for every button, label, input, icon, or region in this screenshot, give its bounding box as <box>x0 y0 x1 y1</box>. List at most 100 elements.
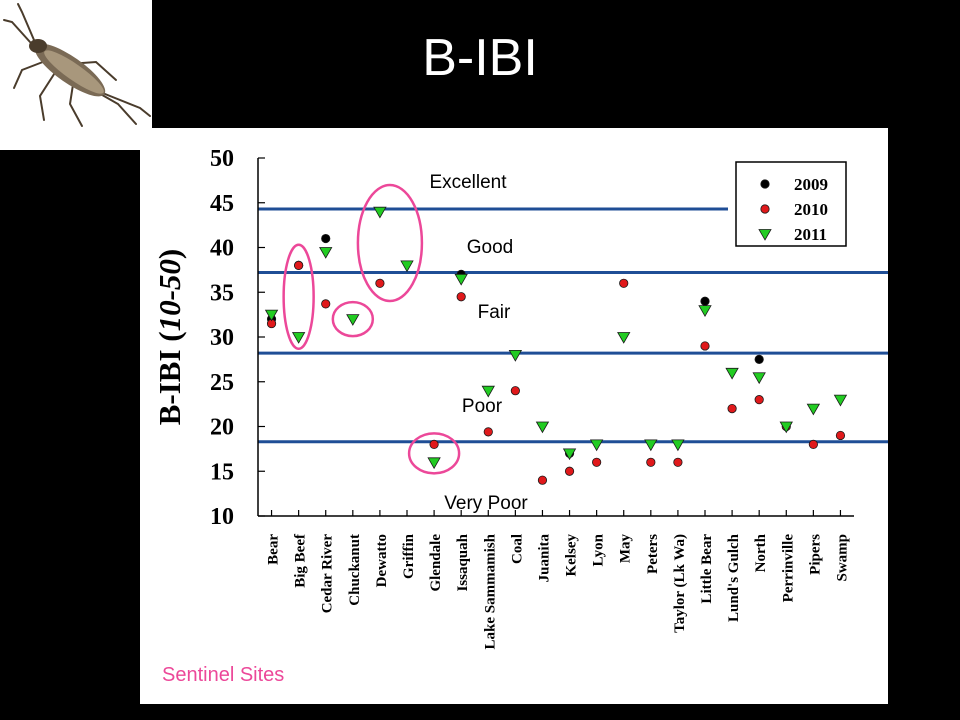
legend-label-2009: 2009 <box>794 175 828 194</box>
sentinel-sites-caption: Sentinel Sites <box>162 664 285 686</box>
x-tick-label: Little Bear <box>699 534 715 604</box>
chart-axes: 10 15 20 25 30 35 40 45 50 Bear Big Beef Cedar Rive… <box>210 146 854 649</box>
point-2010 <box>646 457 656 467</box>
chart-panel: 10 15 20 25 30 35 40 45 50 Bear Big Beef Cedar Rive… <box>140 128 888 704</box>
stonefly-photo <box>0 0 152 150</box>
y-axis-title-range: 10-50 <box>152 259 187 331</box>
point-2011 <box>319 247 333 259</box>
point-2011 <box>264 309 279 322</box>
x-tick-label: Griffin <box>401 533 417 579</box>
point-2011 <box>427 457 441 470</box>
point-2010 <box>592 457 602 467</box>
band-label: Good <box>467 237 513 258</box>
bibi-scatter-chart: 10 15 20 25 30 35 40 45 50 Bear Big Beef Cedar Rive… <box>152 146 888 649</box>
y-tick-label: 40 <box>210 236 234 262</box>
point-2011 <box>508 350 523 362</box>
point-2011 <box>644 439 658 452</box>
point-2011 <box>346 314 360 326</box>
highlight-circle-glendale <box>407 432 461 475</box>
point-2011 <box>725 367 739 380</box>
highlight-circles <box>282 183 461 475</box>
point-2010 <box>754 395 764 405</box>
x-tick-label: Juanita <box>536 534 552 583</box>
legend-label-2010: 2010 <box>794 200 828 219</box>
x-tick-label: Big Beef <box>293 533 309 588</box>
y-axis-title-close: ) <box>152 249 187 259</box>
point-2011 <box>535 421 550 434</box>
band-label: Very Poor <box>444 493 528 514</box>
highlight-circle-chuckanut <box>331 300 375 338</box>
point-2011 <box>481 385 495 398</box>
point-2011 <box>698 305 712 317</box>
y-tick-label: 30 <box>210 325 234 351</box>
stonefly-insect-icon <box>3 3 151 127</box>
y-tick-label: 15 <box>210 459 234 485</box>
band-label: Poor <box>462 396 503 417</box>
chart-legend: 2009 2010 2011 <box>735 161 847 247</box>
x-tick-label: North <box>753 533 769 572</box>
x-tick-label: Lund's Gulch <box>726 533 742 622</box>
y-axis-title: B-IBI (10-50) <box>152 249 187 426</box>
x-tick-label: Lake Sammamish <box>482 533 498 649</box>
point-2011 <box>454 273 468 286</box>
data-points <box>264 206 848 485</box>
point-2011 <box>806 403 821 416</box>
highlight-circle-dewatto <box>356 183 424 303</box>
point-2010 <box>673 457 683 467</box>
x-tick-label: Swamp <box>834 534 850 582</box>
legend-box <box>735 161 847 247</box>
x-tick-label: Lyon <box>591 533 607 566</box>
point-2011 <box>291 332 306 344</box>
x-tick-label: Perrinville <box>780 534 796 603</box>
point-2010 <box>700 341 710 351</box>
legend-label-2011: 2011 <box>794 225 827 244</box>
point-2011 <box>752 372 766 385</box>
y-tick-label: 10 <box>210 504 234 530</box>
x-tick-label: May <box>618 534 634 564</box>
point-2010 <box>727 403 737 414</box>
axis-labels: Excellent Good Fair Poor Very Poor B-IBI (10-… <box>152 172 528 514</box>
point-2010 <box>510 386 520 396</box>
legend-marker-2010 <box>760 204 770 214</box>
point-2011 <box>671 439 685 452</box>
point-2011 <box>373 206 387 219</box>
x-tick-label: Kelsey <box>564 534 580 577</box>
point-2011 <box>400 260 414 273</box>
band-label: Fair <box>478 302 511 323</box>
x-tick-label: Coal <box>509 534 525 564</box>
x-tick-label: Issaquah <box>455 533 471 591</box>
point-2009 <box>700 296 710 306</box>
point-2010 <box>483 427 493 437</box>
point-2010 <box>619 278 629 288</box>
point-2011 <box>617 332 631 344</box>
y-tick-label: 50 <box>210 146 234 172</box>
point-2010 <box>537 475 548 485</box>
point-2010 <box>375 278 385 288</box>
point-2010 <box>456 292 466 302</box>
y-axis-title-main: B-IBI ( <box>152 331 187 425</box>
point-2011 <box>562 448 577 461</box>
slide-title: B-IBI <box>422 29 538 87</box>
point-2010 <box>564 466 575 476</box>
point-2011 <box>589 439 604 452</box>
x-tick-label: Dewatto <box>374 534 390 587</box>
point-2009 <box>321 233 331 244</box>
point-2011 <box>833 394 848 407</box>
point-2010 <box>808 439 818 449</box>
y-tick-label: 20 <box>210 415 234 441</box>
point-2010 <box>835 430 846 441</box>
x-tick-label: Taylor (Lk Wa) <box>672 534 688 633</box>
x-tick-label: Glendale <box>428 534 444 592</box>
y-tick-label: 45 <box>210 191 234 217</box>
legend-marker-2011 <box>758 229 772 241</box>
x-tick-label: Pipers <box>807 534 823 575</box>
point-2009 <box>754 354 764 364</box>
highlight-circle-big-beef <box>282 243 315 350</box>
point-2011 <box>779 421 793 434</box>
legend-marker-2009 <box>760 179 770 189</box>
y-tick-label: 25 <box>210 370 234 396</box>
x-tick-label: Chuckanut <box>347 534 363 606</box>
x-tick-label: Bear <box>266 534 282 565</box>
point-2010 <box>321 299 331 309</box>
x-tick-label: Cedar River <box>320 534 336 614</box>
